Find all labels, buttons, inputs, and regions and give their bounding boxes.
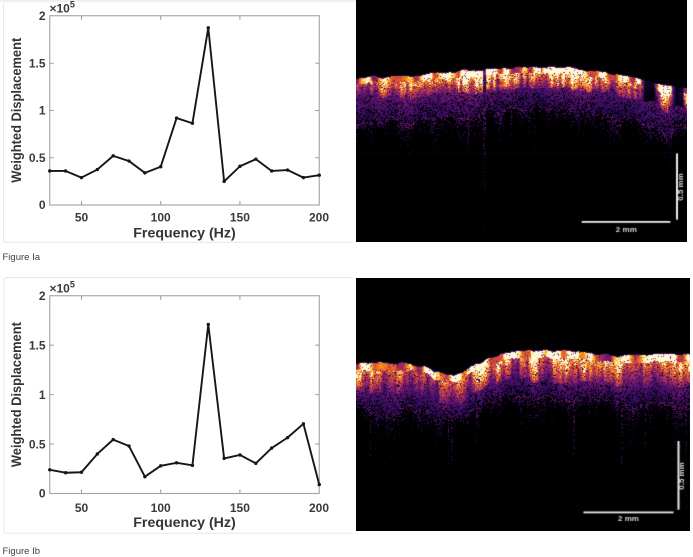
svg-text:0.5: 0.5 [29, 151, 46, 165]
svg-text:2: 2 [39, 289, 46, 303]
svg-text:Frequency (Hz): Frequency (Hz) [133, 515, 236, 531]
svg-text:100: 100 [151, 210, 171, 224]
svg-text:Figure Ib: Figure Ib [3, 546, 41, 557]
svg-text:0: 0 [39, 198, 46, 212]
svg-text:200: 200 [309, 501, 329, 515]
svg-text:0.5: 0.5 [29, 437, 46, 451]
svg-text:1.5: 1.5 [29, 338, 46, 352]
svg-text:2: 2 [39, 9, 46, 23]
svg-text:Frequency (Hz): Frequency (Hz) [133, 226, 236, 242]
svg-text:×105: ×105 [50, 0, 75, 16]
svg-text:×105: ×105 [50, 280, 75, 296]
svg-text:100: 100 [151, 501, 171, 515]
svg-text:200: 200 [309, 210, 329, 224]
svg-text:1: 1 [39, 388, 46, 402]
svg-text:150: 150 [230, 501, 250, 515]
svg-text:50: 50 [75, 210, 89, 224]
svg-text:Weighted Displacement: Weighted Displacement [9, 37, 24, 182]
svg-text:50: 50 [75, 501, 89, 515]
svg-text:0: 0 [39, 487, 46, 501]
svg-text:Weighted Displacement: Weighted Displacement [9, 322, 24, 467]
svg-text:1.5: 1.5 [29, 56, 46, 70]
svg-text:Figure Ia: Figure Ia [3, 252, 41, 263]
svg-text:150: 150 [230, 210, 250, 224]
svg-text:1: 1 [39, 104, 46, 118]
